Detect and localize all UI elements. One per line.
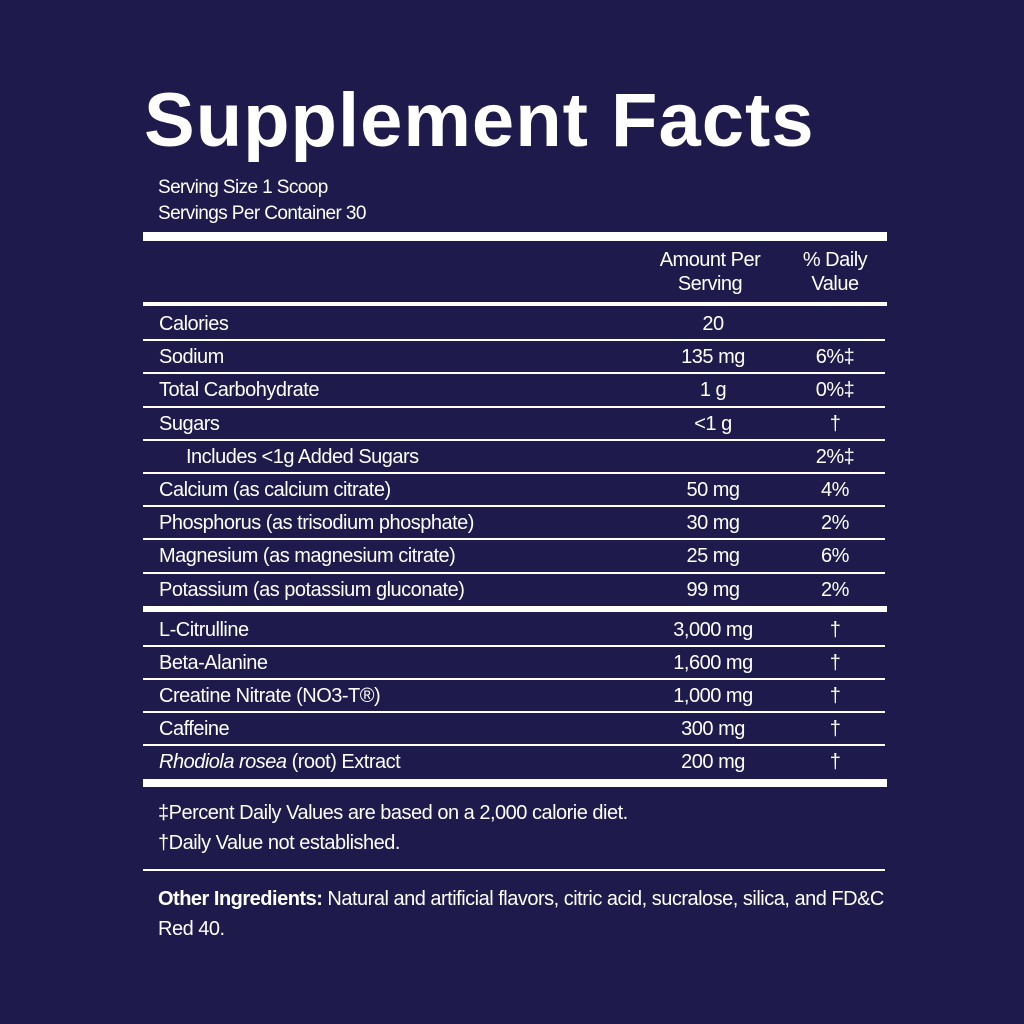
amount-header-line2: Serving <box>677 273 743 295</box>
dv-header: % Daily Value <box>785 248 885 296</box>
row-daily-value: † <box>829 412 841 435</box>
table-row: Sodium 135 mg 6%‡ <box>143 341 885 375</box>
other-ingredients-text: Natural and artificial flavors, citric a… <box>158 888 884 940</box>
row-amount: 200 mg <box>681 751 745 773</box>
serving-size: Serving Size 1 Scoop <box>158 177 328 198</box>
row-name-italic: Rhodiola rosea <box>159 751 287 773</box>
row-name: Caffeine <box>159 718 230 740</box>
thick-divider <box>143 232 887 241</box>
table-row: Sugars <1 g † <box>143 408 885 441</box>
row-daily-value: † <box>829 751 841 773</box>
row-name: Potassium (as potassium gluconate) <box>159 578 465 601</box>
page-title: Supplement Facts <box>144 78 815 163</box>
thick-divider <box>143 606 887 612</box>
row-amount: 135 mg <box>681 346 745 369</box>
dv-header-line1: % Daily <box>802 249 868 271</box>
row-daily-value: 2% <box>821 578 849 601</box>
row-daily-value: 6%‡ <box>815 346 855 369</box>
row-amount: 30 mg <box>686 512 740 535</box>
row-name: Sodium <box>159 346 224 369</box>
row-daily-value: † <box>829 619 841 641</box>
table-row: Beta-Alanine 1,600 mg † <box>143 647 885 680</box>
row-amount: 300 mg <box>681 718 745 740</box>
row-name: L-Citrulline <box>159 619 249 641</box>
row-daily-value: † <box>829 652 841 674</box>
row-name: Sugars <box>159 412 220 435</box>
table-row: Includes <1g Added Sugars 2%‡ <box>143 441 885 474</box>
row-name: Magnesium (as magnesium citrate) <box>159 545 456 568</box>
row-name: Calories <box>159 313 229 335</box>
row-name: Rhodiola rosea (root) Extract <box>159 750 401 774</box>
row-daily-value: † <box>829 685 841 707</box>
row-amount: <1 g <box>694 412 732 435</box>
amount-header: Amount Per Serving <box>645 248 775 296</box>
table-row: Calcium (as calcium citrate) 50 mg 4% <box>143 474 885 508</box>
row-name: Includes <1g Added Sugars <box>186 445 419 468</box>
other-ingredients: Other Ingredients: Natural and artificia… <box>158 884 888 944</box>
table-row: Calories 20 <box>143 308 885 342</box>
medium-divider <box>143 302 887 306</box>
row-name: Creatine Nitrate (NO3-T®) <box>159 685 381 707</box>
row-amount: 1 g <box>699 379 727 402</box>
thin-divider <box>143 869 885 871</box>
other-ingredients-label: Other Ingredients: <box>158 888 323 910</box>
servings-per-container: Servings Per Container 30 <box>158 203 366 224</box>
row-name-rest: (root) Extract <box>286 751 401 773</box>
row-daily-value: 2%‡ <box>815 445 855 468</box>
table-row: Total Carbohydrate 1 g 0%‡ <box>143 374 885 408</box>
row-amount: 99 mg <box>686 578 740 601</box>
table-row: Magnesium (as magnesium citrate) 25 mg 6% <box>143 540 885 574</box>
row-amount: 1,600 mg <box>673 652 753 674</box>
row-name: Beta-Alanine <box>159 652 268 674</box>
row-name: Phosphorus (as trisodium phosphate) <box>159 512 474 535</box>
thick-divider <box>143 779 887 787</box>
table-row: Phosphorus (as trisodium phosphate) 30 mg… <box>143 507 885 541</box>
row-amount: 3,000 mg <box>673 619 753 641</box>
row-name: Total Carbohydrate <box>159 379 319 402</box>
row-daily-value: † <box>829 718 841 740</box>
row-daily-value: 0%‡ <box>815 379 855 402</box>
row-daily-value: 4% <box>821 479 849 501</box>
row-amount: 50 mg <box>686 479 740 501</box>
table-row: Creatine Nitrate (NO3-T®) 1,000 mg † <box>143 680 885 713</box>
table-row: L-Citrulline 3,000 mg † <box>143 614 885 647</box>
dv-header-line2: Value <box>811 273 859 295</box>
row-name: Calcium (as calcium citrate) <box>159 479 391 501</box>
footnote-not-established: †Daily Value not established. <box>158 832 400 854</box>
row-daily-value: 6% <box>821 545 849 568</box>
row-amount: 1,000 mg <box>673 685 753 707</box>
row-amount: 25 mg <box>686 545 740 568</box>
row-daily-value: 2% <box>821 512 849 535</box>
table-row: Rhodiola rosea (root) Extract 200 mg † <box>143 746 885 779</box>
table-row: Caffeine 300 mg † <box>143 713 885 746</box>
row-amount: 20 <box>702 313 724 335</box>
footnote-daily-values: ‡Percent Daily Values are based on a 2,0… <box>158 802 628 824</box>
amount-header-line1: Amount Per <box>659 249 761 271</box>
table-row: Potassium (as potassium gluconate) 99 mg 2… <box>143 574 885 607</box>
